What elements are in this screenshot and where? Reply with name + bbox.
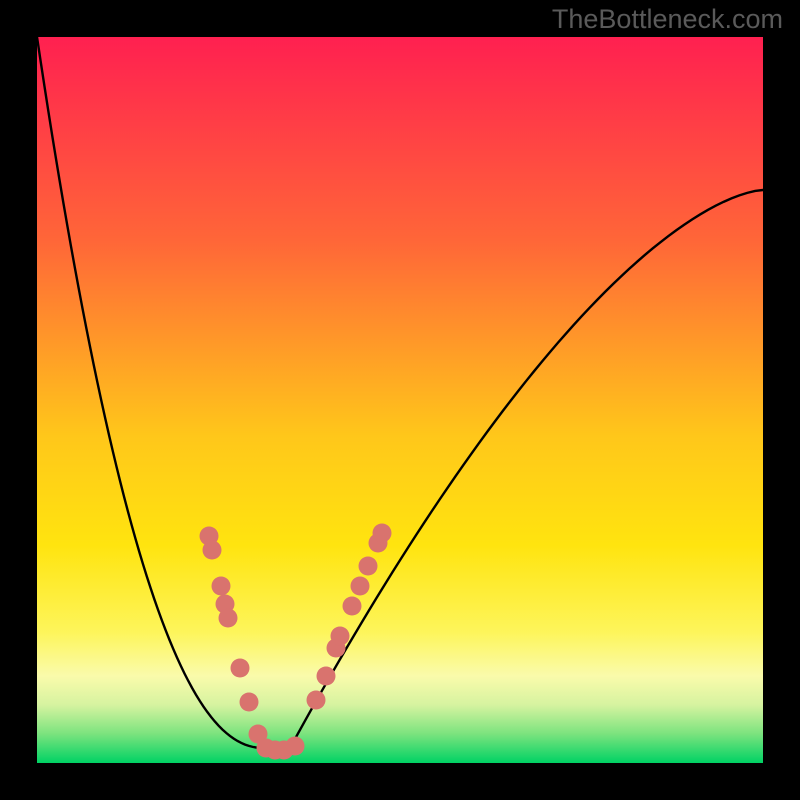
marker-point — [317, 667, 336, 686]
marker-point — [231, 659, 250, 678]
marker-point — [373, 524, 392, 543]
marker-point — [203, 541, 222, 560]
marker-point — [286, 737, 305, 756]
marker-point — [351, 577, 370, 596]
marker-point — [212, 577, 231, 596]
marker-point — [343, 597, 362, 616]
marker-point — [359, 557, 378, 576]
chart-svg — [0, 0, 800, 800]
watermark-text: TheBottleneck.com — [552, 4, 783, 35]
marker-point — [219, 609, 238, 628]
chart-frame: TheBottleneck.com — [0, 0, 800, 800]
marker-point — [240, 693, 259, 712]
marker-point — [307, 691, 326, 710]
plot-background — [37, 37, 763, 763]
marker-point — [331, 627, 350, 646]
